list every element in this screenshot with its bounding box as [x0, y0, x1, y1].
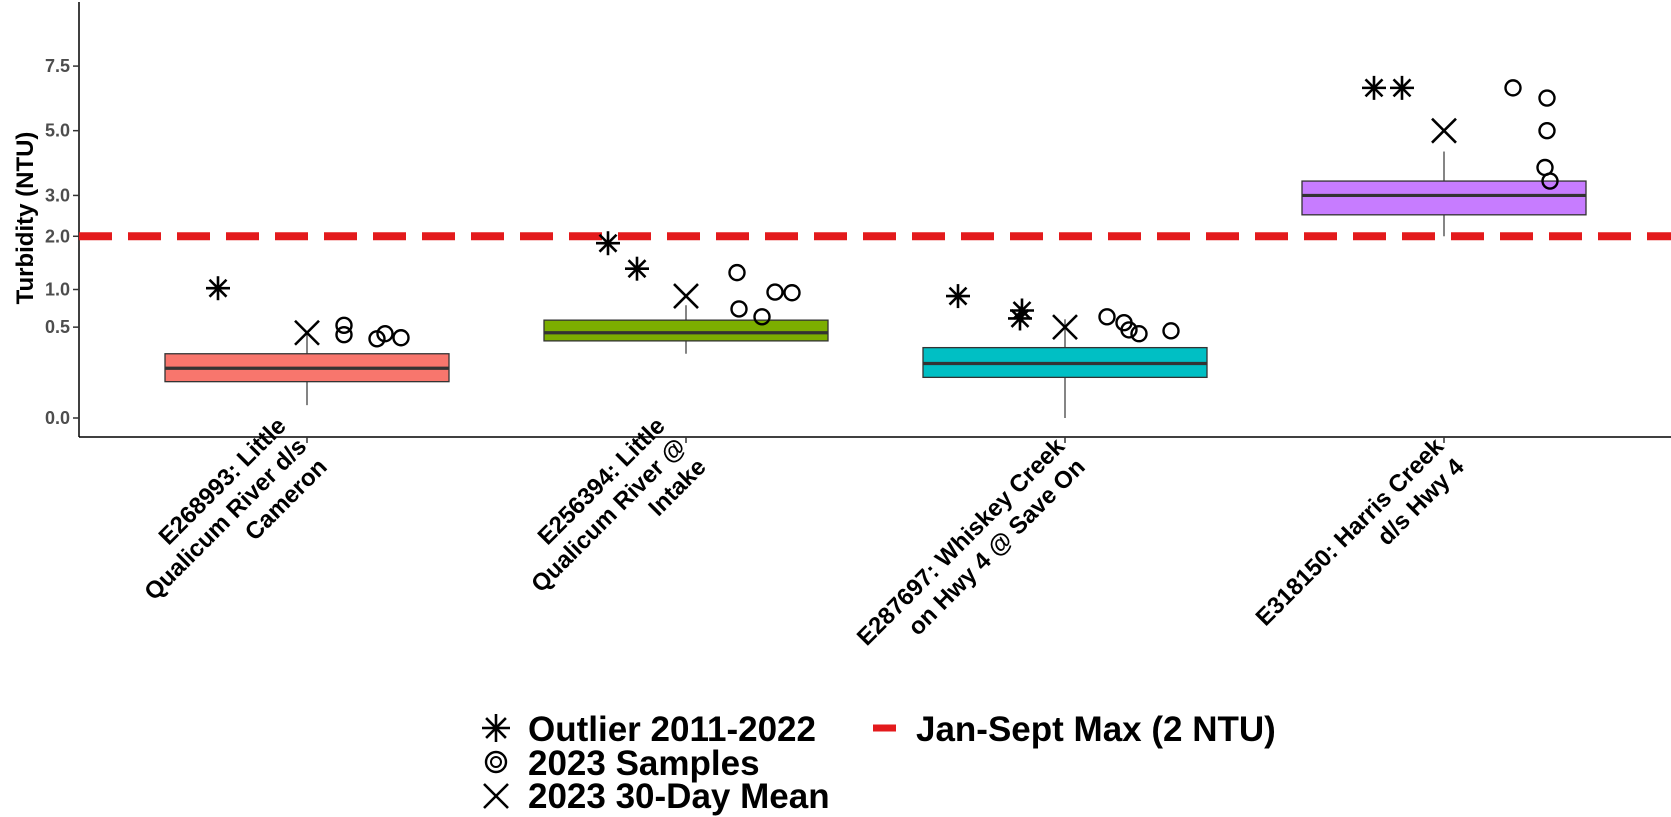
legend-cross-icon [483, 783, 509, 809]
sample-2023-marker [1538, 121, 1556, 140]
sample-2023-marker [728, 263, 746, 282]
sample-2023-marker [730, 300, 748, 318]
outlier-marker [946, 284, 970, 309]
legend-asterisk-icon [482, 714, 510, 742]
outlier-marker [206, 276, 230, 301]
legend-label-mean: 2023 30-Day Mean [528, 777, 830, 816]
sample-2023-marker [1538, 89, 1556, 107]
y-tick-label: 0.5 [45, 317, 70, 337]
sample-2023-marker [1130, 325, 1148, 343]
sample-2023-marker [392, 329, 410, 347]
y-axis-title: Turbidity (NTU) [12, 132, 39, 305]
legend-label-samples: 2023 Samples [528, 744, 760, 783]
y-tick-label: 7.5 [45, 56, 70, 76]
box-E256394 [543, 319, 829, 342]
sample-2023-marker [1541, 172, 1559, 190]
sample-2023-marker [753, 308, 771, 326]
y-tick-label: 3.0 [45, 185, 70, 205]
legend-label-reference: Jan-Sept Max (2 NTU) [916, 710, 1276, 749]
legend-circle-icon [484, 750, 508, 774]
box-E318150 [1301, 180, 1587, 216]
outlier-marker [1008, 306, 1032, 331]
sample-2023-marker [1504, 79, 1522, 97]
sample-2023-marker [783, 284, 801, 302]
sample-2023-marker [1120, 321, 1138, 339]
outlier-marker [1362, 75, 1386, 100]
sample-2023-marker [1098, 308, 1116, 326]
outlier-marker [625, 256, 649, 281]
plot-area: 0.0 0.5 1.0 2.0 3.0 5.0 7.5 E268993: LittleQual… [45, 2, 1671, 652]
x-tick-label-line: E318150: Harris Creek [1251, 432, 1450, 631]
legend-label-outlier: Outlier 2011-2022 [528, 710, 816, 749]
sample-2023-marker [1162, 322, 1180, 340]
sample-2023-marker [766, 283, 784, 301]
mean-30day-marker [1431, 117, 1457, 144]
y-tick-label: 1.0 [45, 280, 70, 300]
outlier-marker [596, 231, 620, 256]
sample-2023-marker [335, 326, 353, 344]
y-tick-label: 2.0 [45, 226, 70, 246]
y-tick-label: 0.0 [45, 408, 70, 428]
mean-30day-marker [673, 283, 699, 310]
legend-circle-inner-icon [490, 756, 502, 768]
x-tick-label-line: E287697: Whiskey Creek [852, 433, 1071, 652]
sample-2023-marker [376, 325, 394, 343]
x-tick-label-line: on Hwy 4 @ Save On [903, 453, 1090, 640]
mean-30day-marker [294, 319, 320, 346]
outlier-marker [1390, 75, 1414, 100]
mean-30day-marker [1052, 314, 1078, 341]
sample-2023-marker [335, 316, 353, 335]
y-tick-label: 5.0 [45, 121, 70, 141]
